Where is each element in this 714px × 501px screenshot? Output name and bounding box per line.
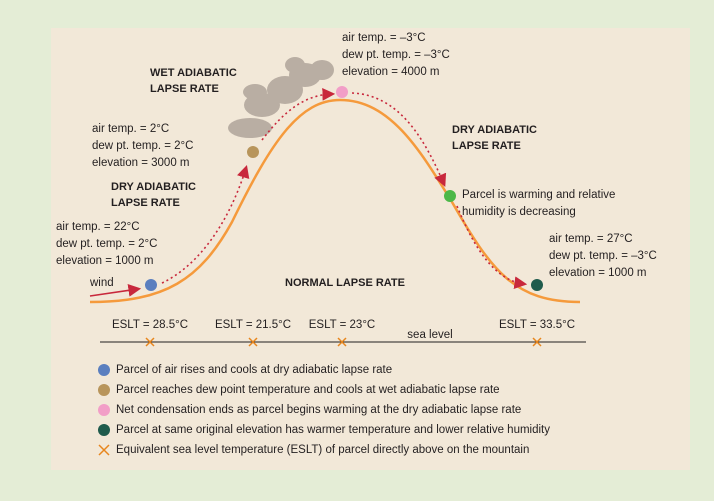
mountain xyxy=(89,98,581,304)
wind-label: wind xyxy=(89,277,114,289)
sea-level-label: sea level xyxy=(407,329,452,341)
parcel-path xyxy=(89,87,528,297)
parcel-note: dew pt. temp. = 2°C xyxy=(92,140,193,152)
rate-label: LAPSE RATE xyxy=(452,140,521,152)
legend-text: Parcel reaches dew point temperature and… xyxy=(116,384,500,396)
parcel-note: air temp. = 27°C xyxy=(549,233,633,245)
rate-label: DRY ADIABATIC xyxy=(452,124,537,136)
rate-label: LAPSE RATE xyxy=(150,83,219,95)
rate-label: LAPSE RATE xyxy=(111,197,180,209)
parcel-note: air temp. = –3°C xyxy=(342,32,426,44)
clouds xyxy=(228,57,334,138)
rate-label: NORMAL LAPSE RATE xyxy=(285,277,405,289)
parcel-note: elevation = 1000 m xyxy=(549,267,647,279)
parcel-note: elevation = 1000 m xyxy=(56,255,154,267)
eslt-label: ESLT = 23°C xyxy=(309,319,376,331)
parcels xyxy=(145,86,543,291)
legend-text: Equivalent sea level temperature (ESLT) … xyxy=(116,444,529,456)
panel xyxy=(51,28,690,470)
parcel-note: air temp. = 22°C xyxy=(56,221,140,233)
rate-label: WET ADIABATIC xyxy=(150,67,237,79)
legend-text: Parcel at same original elevation has wa… xyxy=(116,424,550,436)
legend-text: Parcel of air rises and cools at dry adi… xyxy=(116,364,392,376)
parcel-note: dew pt. temp. = –3°C xyxy=(342,49,450,61)
legend-text: Net condensation ends as parcel begins w… xyxy=(116,404,521,416)
parcel-note: elevation = 4000 m xyxy=(342,66,440,78)
legend-markers xyxy=(98,364,110,456)
parcel-note: Parcel is warming and relative xyxy=(462,189,615,201)
parcel-note: dew pt. temp. = 2°C xyxy=(56,238,157,250)
rate-label: DRY ADIABATIC xyxy=(111,181,196,193)
eslt-label: ESLT = 21.5°C xyxy=(215,319,291,331)
parcel-note: elevation = 3000 m xyxy=(92,157,190,169)
parcel-note: dew pt. temp. = –3°C xyxy=(549,250,657,262)
eslt-label: ESLT = 28.5°C xyxy=(112,319,188,331)
parcel-note: air temp. = 2°C xyxy=(92,123,169,135)
eslt-label: ESLT = 33.5°C xyxy=(499,319,575,331)
eslt-markers xyxy=(145,337,542,347)
parcel-note: humidity is decreasing xyxy=(462,206,576,218)
